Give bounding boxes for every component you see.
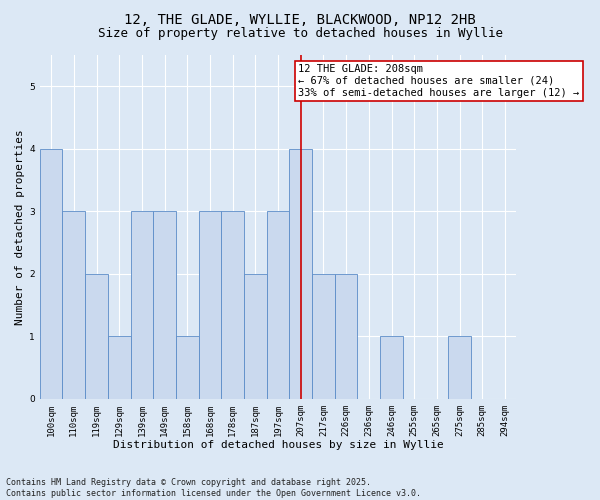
Bar — [40, 148, 62, 398]
Bar — [289, 148, 312, 398]
Bar — [62, 211, 85, 398]
Bar — [85, 274, 108, 398]
Bar — [312, 274, 335, 398]
Bar — [380, 336, 403, 398]
Bar — [221, 211, 244, 398]
Text: 12, THE GLADE, WYLLIE, BLACKWOOD, NP12 2HB: 12, THE GLADE, WYLLIE, BLACKWOOD, NP12 2… — [124, 12, 476, 26]
Text: Contains HM Land Registry data © Crown copyright and database right 2025.
Contai: Contains HM Land Registry data © Crown c… — [6, 478, 421, 498]
Bar — [153, 211, 176, 398]
Bar — [199, 211, 221, 398]
X-axis label: Distribution of detached houses by size in Wyllie: Distribution of detached houses by size … — [113, 440, 443, 450]
Text: Size of property relative to detached houses in Wyllie: Size of property relative to detached ho… — [97, 28, 503, 40]
Bar — [131, 211, 153, 398]
Text: 12 THE GLADE: 208sqm
← 67% of detached houses are smaller (24)
33% of semi-detac: 12 THE GLADE: 208sqm ← 67% of detached h… — [298, 64, 580, 98]
Y-axis label: Number of detached properties: Number of detached properties — [15, 129, 25, 324]
Bar — [448, 336, 471, 398]
Bar — [267, 211, 289, 398]
Bar — [108, 336, 131, 398]
Bar — [176, 336, 199, 398]
Bar — [335, 274, 358, 398]
Bar — [244, 274, 267, 398]
